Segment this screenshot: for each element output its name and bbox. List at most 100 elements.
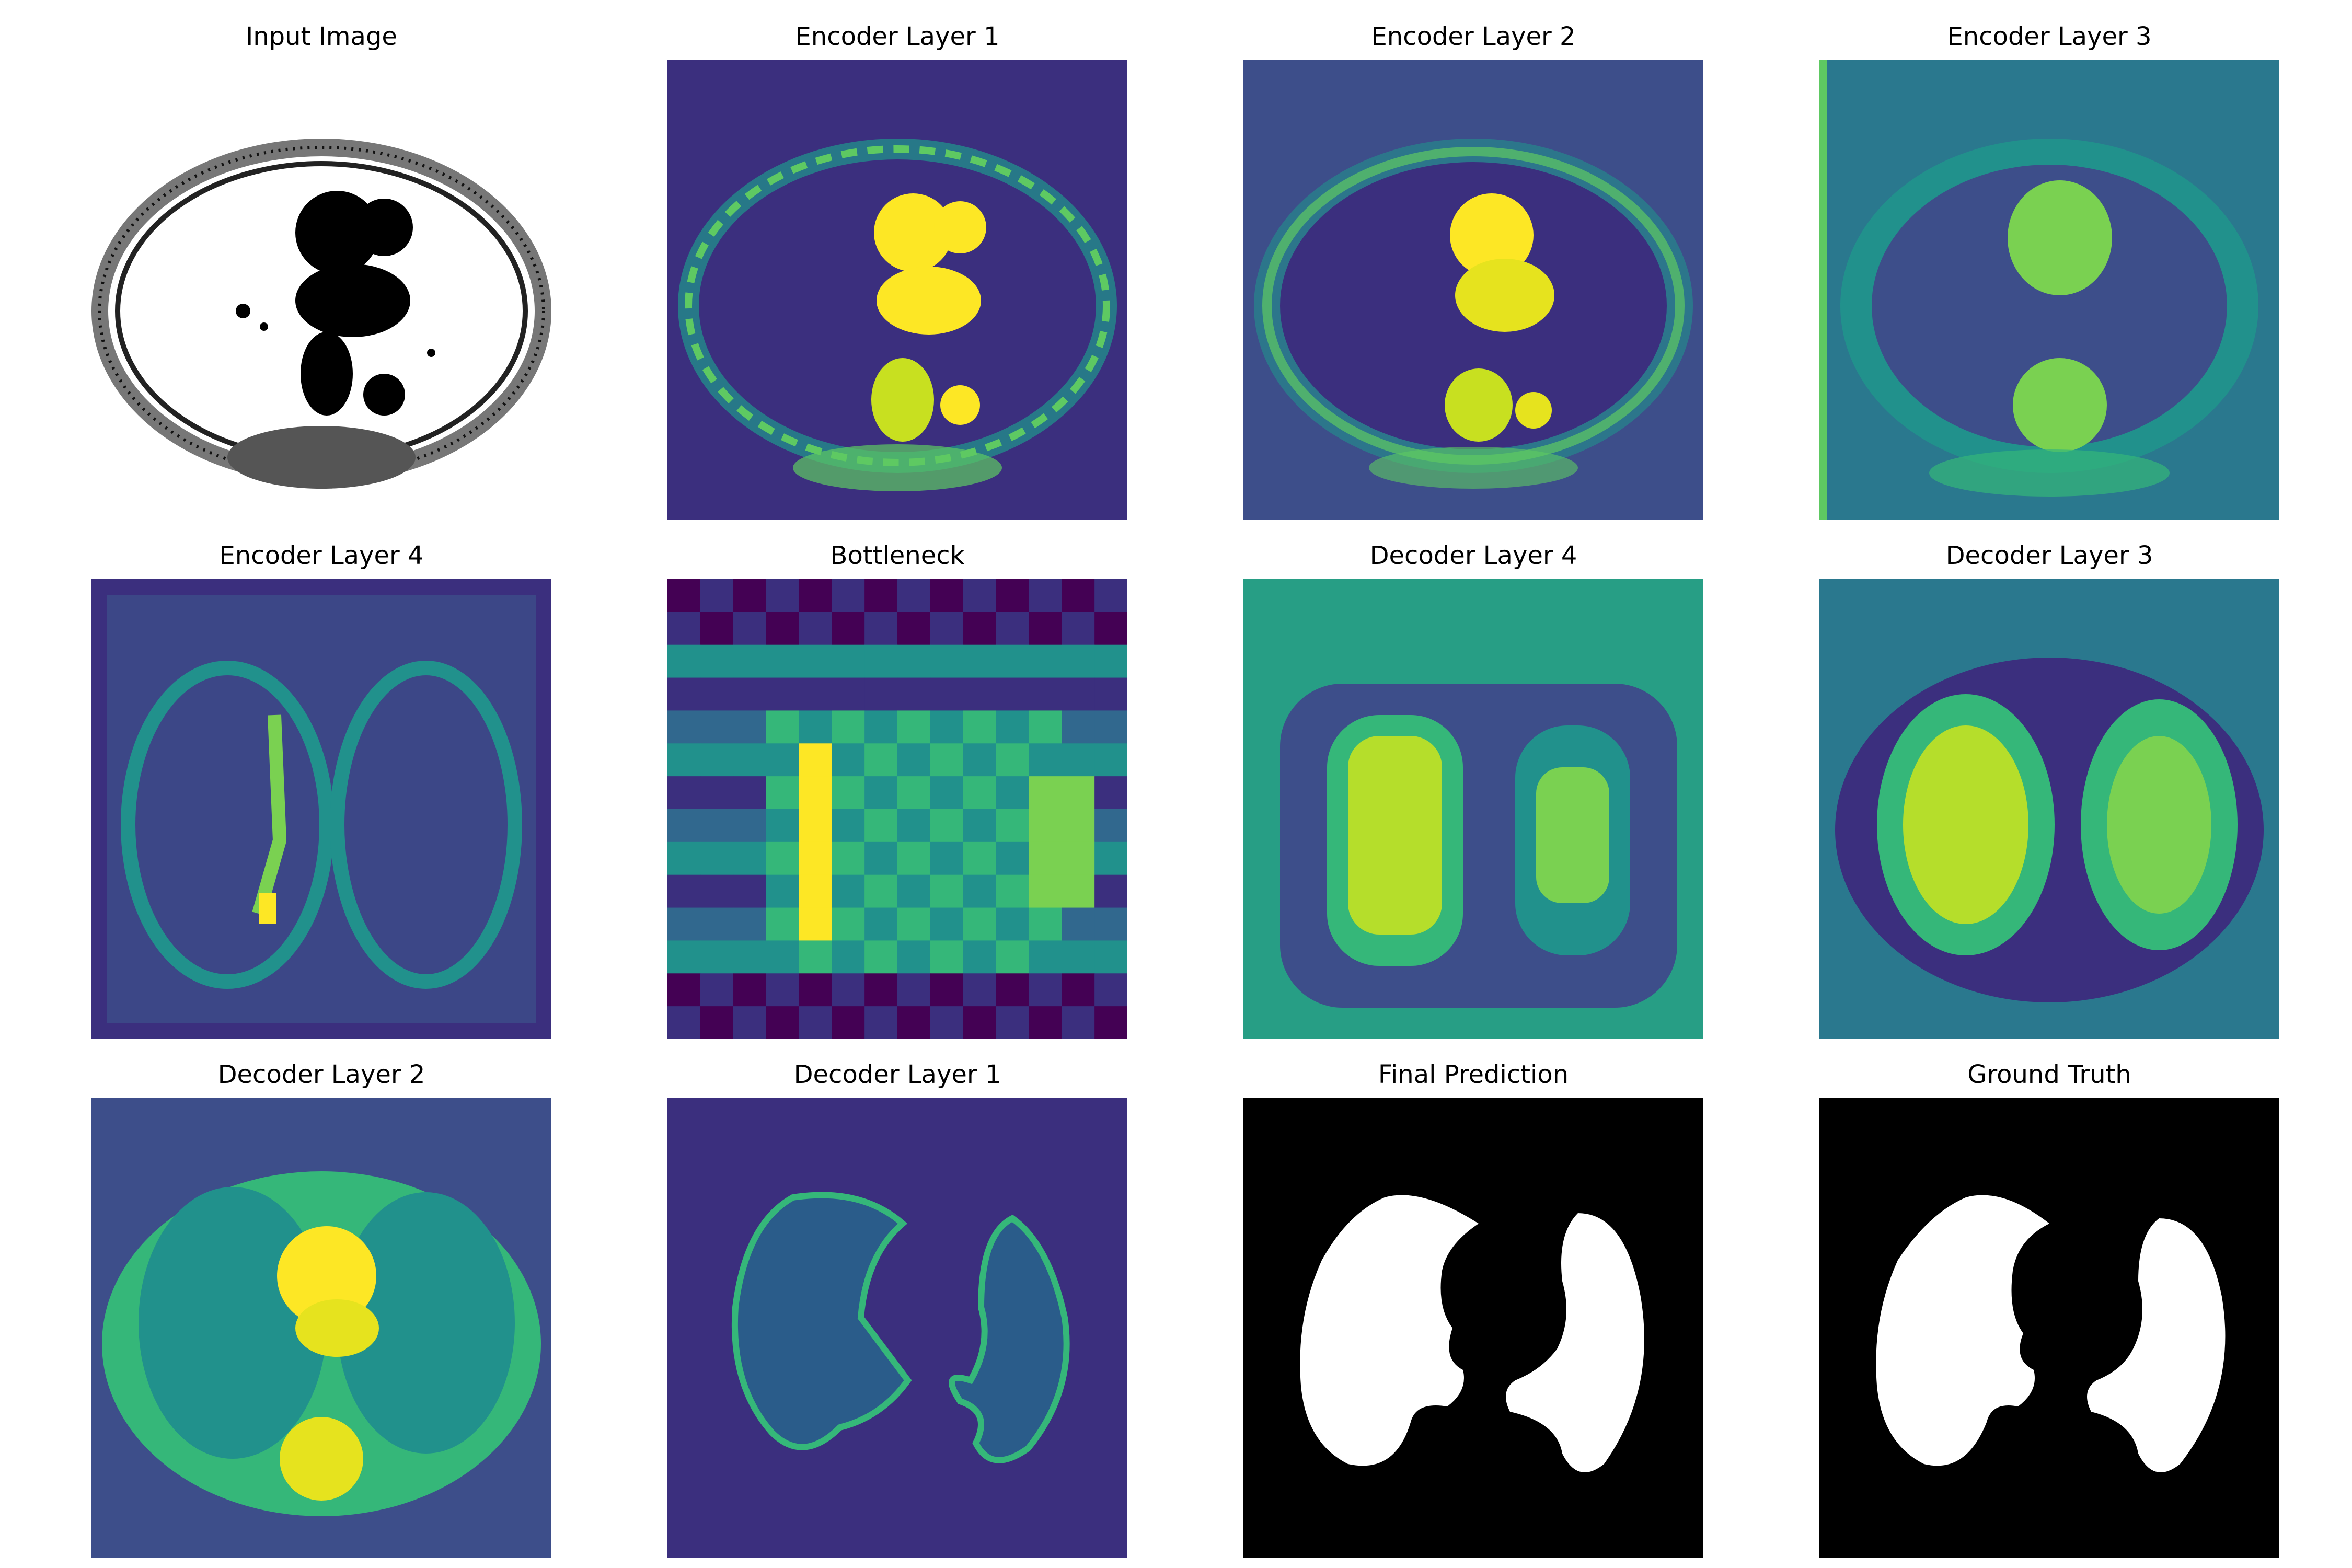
bottleneck-cell [1062,776,1095,810]
bottleneck-cell [1094,809,1127,843]
bottleneck-cell [733,841,767,875]
bottleneck-cell [700,743,734,777]
bottleneck-cell [1062,973,1095,1007]
decoder-layer-2-heatmap [91,1098,551,1558]
bottleneck-cell [832,677,865,711]
bottleneck-cell [700,809,734,843]
bottleneck-cell [832,907,865,941]
bottleneck-cell [799,874,832,908]
bottleneck-cell [1094,710,1127,744]
bottleneck-cell [667,710,701,744]
panel-title: Final Prediction [1378,1060,1569,1089]
bottleneck-cell [1029,841,1062,875]
bottleneck-cell [733,874,767,908]
bottleneck-cell [930,644,964,678]
encoder-layer-4-heatmap [91,579,551,1039]
bottleneck-cell [963,710,997,744]
bottleneck-cell [996,612,1029,645]
bottleneck-cell [766,874,799,908]
bottleneck-cell [766,841,799,875]
decoder-layer-4-heatmap [1243,579,1703,1039]
bottleneck-cell [963,841,997,875]
bottleneck-cell [832,579,865,613]
decoder-layer-4-svg [1243,579,1703,1039]
bottleneck-cell [963,973,997,1007]
bottleneck-cell [1094,612,1127,645]
encoder-layer-3-heatmap [1819,60,2279,520]
bottleneck-cell [1062,644,1095,678]
bottleneck-cell [799,907,832,941]
bottleneck-cell [996,579,1029,613]
bottleneck-cell [930,809,964,843]
bottleneck-cell [864,907,898,941]
bottleneck-cell [667,644,701,678]
bottleneck-cell [930,710,964,744]
bottleneck-cell [700,841,734,875]
panel-title: Encoder Layer 2 [1371,22,1576,51]
bottleneck-cell [832,940,865,974]
bottleneck-cell [1094,841,1127,875]
bottleneck-cell [1062,940,1095,974]
encoder-layer-4-svg [91,579,551,1039]
bottleneck-cell [832,612,865,645]
bottleneck-cell [667,612,701,645]
bottleneck-cell [700,710,734,744]
bottleneck-cell [1029,973,1062,1007]
input-ct-image [91,60,551,520]
bottleneck-cell [996,809,1029,843]
bottleneck-cell [832,1006,865,1039]
bottleneck-cell [897,809,931,843]
bottleneck-cell [963,644,997,678]
encoder-layer-3-svg [1819,60,2279,520]
bottleneck-cell [700,874,734,908]
panel-title: Decoder Layer 3 [1945,541,2153,570]
bottleneck-cell [930,776,964,810]
bottleneck-cell [963,612,997,645]
bottleneck-cell [897,874,931,908]
bottleneck-cell [799,809,832,843]
bottleneck-cell [667,809,701,843]
bottleneck-cell [766,973,799,1007]
bottleneck-cell [799,612,832,645]
bottleneck-cell [930,743,964,777]
bottleneck-cell [667,743,701,777]
bottleneck-cell [963,1006,997,1039]
bottleneck-cell [930,874,964,908]
bottleneck-cell [799,579,832,613]
bottleneck-cell [766,644,799,678]
bottleneck-cell [897,644,931,678]
bottleneck-cell [1029,677,1062,711]
bottleneck-cell [897,612,931,645]
bottleneck-cell [733,809,767,843]
bottleneck-cell [996,644,1029,678]
bottleneck-cell [1029,907,1062,941]
ground-truth-svg [1819,1098,2279,1558]
bottleneck-cell [864,743,898,777]
bottleneck-cell [1029,710,1062,744]
bottleneck-cell [996,776,1029,810]
bottleneck-cell [700,677,734,711]
bottleneck-cell [667,841,701,875]
bottleneck-cell [700,776,734,810]
bottleneck-cell [930,940,964,974]
bottleneck-cell [700,612,734,645]
bottleneck-cell [799,644,832,678]
bottleneck-cell [963,874,997,908]
panel-title: Ground Truth [1967,1060,2131,1089]
bottleneck-cell [864,809,898,843]
bottleneck-cell [1029,743,1062,777]
input-ct-svg [91,60,551,520]
bottleneck-cell [667,776,701,810]
bottleneck-cell [996,907,1029,941]
final-prediction-mask [1243,1098,1703,1558]
bottleneck-cell [864,776,898,810]
bottleneck-cell [799,677,832,711]
bottleneck-cell [1062,612,1095,645]
bottleneck-cell [963,940,997,974]
bottleneck-cell [930,841,964,875]
panel-title: Encoder Layer 1 [795,22,1000,51]
bottleneck-cell [963,743,997,777]
decoder-layer-3-heatmap [1819,579,2279,1039]
bottleneck-cell [897,579,931,613]
